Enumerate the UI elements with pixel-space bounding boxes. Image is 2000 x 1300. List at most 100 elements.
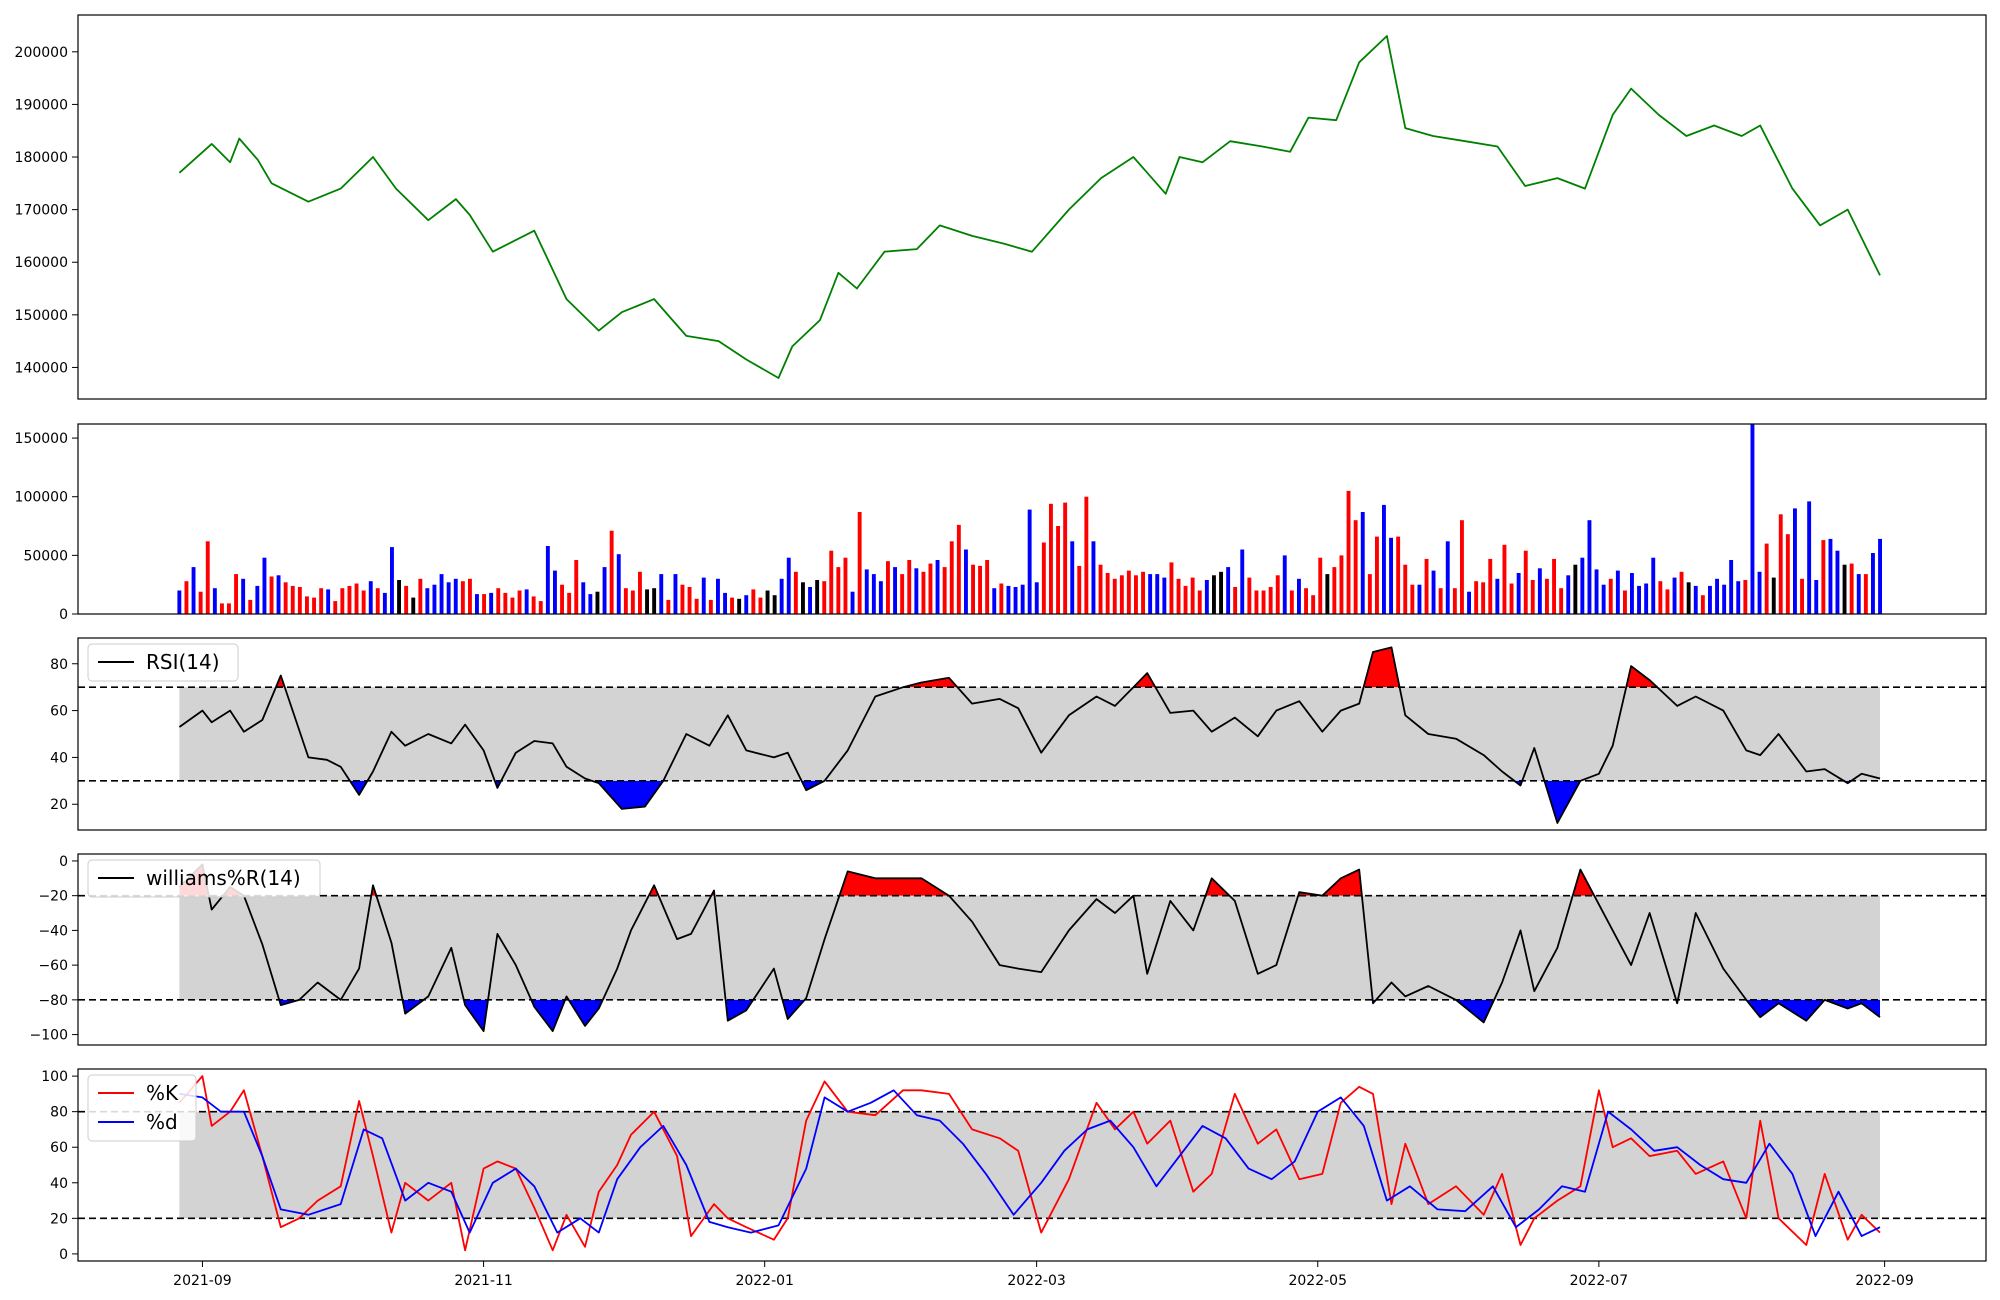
volume-bar: [971, 564, 975, 614]
x-tick-label: 2022-05: [1288, 1273, 1347, 1289]
volume-bar: [1155, 574, 1160, 614]
volume-bar: [1715, 578, 1719, 614]
rsi-legend: RSI(14): [87, 643, 239, 682]
volume-bar: [822, 581, 827, 614]
volume-bar: [290, 585, 295, 614]
price-ytick-label: 150000: [15, 308, 68, 324]
volume-bar: [460, 581, 465, 614]
volume-bar: [638, 571, 642, 614]
volume-bar: [666, 599, 671, 614]
volume-bar: [1708, 585, 1712, 614]
volume-bar: [375, 588, 380, 614]
williams-oversold-fill: [1746, 999, 1825, 1021]
volume-bar: [1700, 595, 1705, 614]
volume-bar: [1438, 588, 1443, 614]
volume-bar: [779, 578, 784, 614]
rsi-band: [179, 687, 1880, 781]
rsi-oversold-fill: [349, 780, 368, 795]
volume-bar: [1474, 581, 1479, 614]
volume-bar: [1212, 575, 1216, 614]
panels: 1400001500001600001700001800001900002000…: [15, 14, 1987, 1263]
volume-bar: [751, 589, 756, 614]
volume-bar: [900, 574, 905, 614]
volume-bar: [1148, 574, 1153, 614]
volume-bar: [1573, 564, 1578, 614]
stochastic-ytick-label: 0: [59, 1247, 68, 1263]
volume-bar: [574, 560, 579, 614]
volume-bar: [1580, 557, 1585, 614]
volume-bar: [482, 594, 486, 614]
volume-bar: [999, 583, 1004, 614]
williams-ytick-label: 0: [59, 854, 68, 870]
volume-bar: [1204, 580, 1209, 614]
volume-bar: [198, 591, 203, 614]
volume-bar: [1630, 573, 1634, 614]
stochastic-legend-box: [87, 1074, 197, 1142]
volume-bar: [1006, 585, 1011, 614]
volume-bar: [921, 571, 926, 614]
volume-bar: [503, 592, 508, 614]
volume-bar: [616, 554, 621, 614]
volume-bar: [744, 595, 749, 614]
volume-bar: [1247, 577, 1252, 614]
volume-bar: [191, 567, 196, 614]
volume-bar: [1644, 583, 1649, 614]
rsi-legend-box: [87, 643, 239, 682]
volume-bar: [1020, 584, 1025, 614]
williams-band: [179, 895, 1880, 1000]
volume-bar: [184, 581, 189, 614]
volume-bar: [1126, 570, 1131, 614]
volume-bar: [1275, 575, 1280, 614]
price-ytick-label: 160000: [15, 255, 68, 271]
x-tick-label: 2022-07: [1570, 1273, 1629, 1289]
volume-bar: [1353, 520, 1358, 614]
volume-bar: [333, 601, 338, 614]
volume-bar: [1615, 570, 1620, 614]
volume-bar: [1679, 571, 1684, 614]
volume-bar: [659, 574, 664, 614]
volume-bar: [545, 546, 550, 614]
stochastic-ytick-label: 40: [50, 1176, 68, 1192]
volume-bar: [1105, 573, 1110, 614]
volume-bar: [1665, 589, 1670, 614]
volume-bar: [1814, 580, 1819, 614]
volume-bar: [227, 603, 231, 614]
volume-bar: [1722, 584, 1727, 614]
volume-bar: [588, 594, 593, 614]
volume-bar: [1119, 575, 1124, 614]
volume-bar: [850, 591, 855, 614]
volume-bar: [1403, 564, 1408, 614]
volume-bar: [1254, 590, 1259, 614]
volume-bar: [623, 588, 628, 614]
volume-bar: [956, 524, 961, 614]
volume-bar: [893, 567, 897, 614]
stochastic-panel: 0 20 40 60 80 100 %K %d: [41, 1068, 1987, 1263]
stochastic-legend: %K %d: [87, 1074, 197, 1142]
volume-bar: [1863, 574, 1868, 614]
volume-bar: [808, 587, 812, 614]
volume-bar: [1552, 558, 1556, 614]
volume-bar: [602, 567, 607, 614]
williams-oversold-fill: [531, 999, 566, 1032]
volume-bar: [1424, 558, 1429, 614]
volume-bar: [531, 596, 536, 614]
volume-bar: [1268, 587, 1273, 614]
volume-bar: [1842, 564, 1847, 614]
volume-bar: [907, 560, 912, 614]
stochastic-ytick-label: 80: [50, 1105, 68, 1121]
volume-bar: [928, 563, 933, 614]
volume-bar: [723, 592, 727, 614]
volume-bar: [354, 583, 359, 614]
stochastic-legend-label: %d: [146, 1110, 178, 1134]
williams-frame: [77, 853, 1987, 1046]
volume-bar: [1226, 567, 1231, 614]
volume-bar: [1389, 537, 1393, 614]
volume-bar: [361, 590, 366, 614]
rsi-overbought-fill: [1133, 673, 1156, 688]
volume-bar: [949, 541, 954, 614]
volume-bar: [297, 587, 302, 614]
volume-bar: [758, 597, 763, 614]
williams-ytick-label: −20: [38, 889, 68, 905]
volume-bar: [701, 577, 706, 614]
